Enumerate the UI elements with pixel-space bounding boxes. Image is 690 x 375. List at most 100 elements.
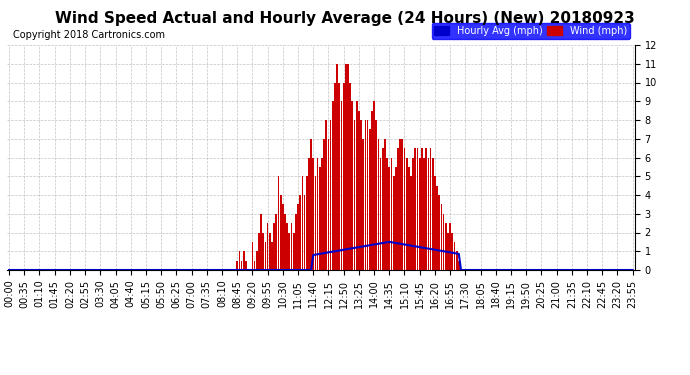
Bar <box>382 148 384 270</box>
Bar <box>304 195 306 270</box>
Text: Wind Speed Actual and Hourly Average (24 Hours) (New) 20180923: Wind Speed Actual and Hourly Average (24… <box>55 11 635 26</box>
Bar <box>260 214 262 270</box>
Bar <box>315 176 316 270</box>
Bar <box>286 223 288 270</box>
Bar <box>369 129 371 270</box>
Bar <box>317 158 319 270</box>
Bar <box>388 167 390 270</box>
Bar <box>358 111 359 270</box>
Bar <box>447 232 448 270</box>
Bar <box>295 214 297 270</box>
Bar <box>267 223 268 270</box>
Bar <box>430 148 431 270</box>
Bar <box>371 111 373 270</box>
Bar <box>237 261 238 270</box>
Bar <box>306 176 308 270</box>
Bar <box>347 64 349 270</box>
Bar <box>402 139 403 270</box>
Bar <box>258 232 260 270</box>
Bar <box>375 120 377 270</box>
Bar <box>282 204 284 270</box>
Bar <box>241 261 242 270</box>
Bar <box>341 101 342 270</box>
Bar <box>451 232 453 270</box>
Bar <box>273 223 275 270</box>
Bar <box>256 251 257 270</box>
Bar <box>252 242 253 270</box>
Bar <box>406 158 408 270</box>
Bar <box>386 158 388 270</box>
Bar <box>334 82 336 270</box>
Bar <box>445 223 446 270</box>
Bar <box>434 176 436 270</box>
Bar <box>239 251 240 270</box>
Bar <box>330 120 331 270</box>
Bar <box>432 158 433 270</box>
Bar <box>290 223 293 270</box>
Bar <box>410 176 412 270</box>
Bar <box>395 167 397 270</box>
Bar <box>453 242 455 270</box>
Bar <box>345 64 346 270</box>
Bar <box>393 176 395 270</box>
Bar <box>354 120 355 270</box>
Bar <box>243 251 244 270</box>
Bar <box>336 64 338 270</box>
Bar <box>360 120 362 270</box>
Bar <box>421 148 423 270</box>
Bar <box>264 242 266 270</box>
Bar <box>419 158 421 270</box>
Bar <box>408 167 410 270</box>
Bar <box>332 101 334 270</box>
Bar <box>284 214 286 270</box>
Bar <box>377 139 380 270</box>
Bar <box>458 261 460 270</box>
Bar <box>443 214 444 270</box>
Bar <box>380 158 382 270</box>
Bar <box>456 251 457 270</box>
Bar <box>299 195 301 270</box>
Bar <box>400 139 401 270</box>
Bar <box>313 158 314 270</box>
Bar <box>364 120 366 270</box>
Bar <box>351 101 353 270</box>
Bar <box>425 148 427 270</box>
Bar <box>428 158 429 270</box>
Bar <box>245 261 247 270</box>
Bar <box>349 82 351 270</box>
Bar <box>288 232 290 270</box>
Bar <box>449 223 451 270</box>
Bar <box>362 139 364 270</box>
Bar <box>275 214 277 270</box>
Bar <box>343 82 344 270</box>
Bar <box>356 101 357 270</box>
Legend: Hourly Avg (mph), Wind (mph): Hourly Avg (mph), Wind (mph) <box>431 23 630 39</box>
Bar <box>423 158 425 270</box>
Bar <box>279 195 282 270</box>
Bar <box>269 232 270 270</box>
Bar <box>254 261 255 270</box>
Bar <box>319 167 321 270</box>
Bar <box>308 158 310 270</box>
Bar <box>391 158 393 270</box>
Bar <box>310 139 312 270</box>
Bar <box>366 120 368 270</box>
Bar <box>413 158 414 270</box>
Bar <box>277 176 279 270</box>
Bar <box>326 120 327 270</box>
Bar <box>297 204 299 270</box>
Bar <box>323 139 325 270</box>
Bar <box>321 158 323 270</box>
Text: Copyright 2018 Cartronics.com: Copyright 2018 Cartronics.com <box>13 30 165 40</box>
Bar <box>397 148 399 270</box>
Bar <box>373 101 375 270</box>
Bar <box>417 148 418 270</box>
Bar <box>436 186 438 270</box>
Bar <box>384 139 386 270</box>
Bar <box>262 232 264 270</box>
Bar <box>328 139 329 270</box>
Bar <box>339 82 340 270</box>
Bar <box>415 148 416 270</box>
Bar <box>440 204 442 270</box>
Bar <box>293 232 295 270</box>
